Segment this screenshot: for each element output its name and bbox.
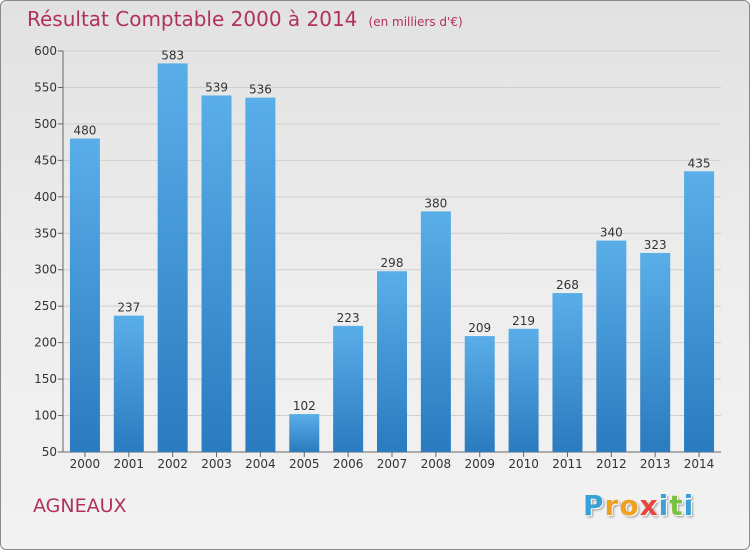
bar [245, 97, 276, 453]
bar [508, 328, 539, 452]
y-tick-label: 150 [34, 372, 57, 386]
bar-value-label: 237 [117, 301, 140, 315]
logo-letter: i [658, 489, 670, 522]
y-tick-label: 450 [34, 153, 57, 167]
x-tick-label: 2010 [508, 457, 539, 471]
x-tick-label: 2004 [245, 457, 276, 471]
x-tick-label: 2012 [596, 457, 627, 471]
place-name: AGNEAUX [33, 495, 127, 517]
bar-value-label: 209 [468, 321, 491, 335]
logo-letter: r [604, 489, 620, 522]
bar-value-label: 323 [644, 238, 667, 252]
bar [289, 414, 320, 452]
y-tick-label: 600 [34, 44, 57, 58]
x-tick-label: 2013 [640, 457, 671, 471]
proxiti-logo: Proxiti [583, 489, 694, 522]
bar [464, 336, 495, 452]
bar-value-label: 583 [161, 48, 184, 62]
bar [377, 271, 407, 452]
bar [596, 240, 627, 452]
logo-letter: o [619, 489, 640, 522]
y-tick-label: 250 [34, 299, 57, 313]
y-tick-label: 400 [34, 190, 57, 204]
bar-value-label: 219 [512, 314, 535, 328]
y-tick-label: 550 [34, 80, 57, 94]
logo-letter: x [639, 489, 659, 522]
bar-value-label: 480 [73, 123, 96, 137]
bar [157, 63, 188, 453]
bar [333, 325, 364, 452]
x-tick-label: 2006 [333, 457, 364, 471]
x-tick-label: 2005 [289, 457, 320, 471]
x-tick-label: 2011 [552, 457, 583, 471]
x-tick-label: 2014 [684, 457, 715, 471]
y-tick-label: 300 [34, 263, 57, 277]
bar-value-label: 102 [293, 399, 316, 413]
bar [640, 252, 671, 452]
x-tick-label: 2001 [114, 457, 145, 471]
bar [684, 171, 715, 453]
bar-value-label: 268 [556, 278, 579, 292]
logo-letter: i [683, 489, 695, 522]
x-tick-label: 2000 [70, 457, 101, 471]
bar [420, 211, 451, 452]
chart-title-main: Résultat Comptable 2000 à 2014 [27, 7, 358, 31]
y-tick-label: 100 [34, 409, 57, 423]
x-tick-label: 2002 [157, 457, 188, 471]
x-tick-label: 2008 [421, 457, 452, 471]
bar [113, 315, 144, 452]
x-tick-label: 2009 [464, 457, 495, 471]
bar [69, 138, 100, 452]
bar-value-label: 298 [381, 256, 404, 270]
y-tick-label: 500 [34, 117, 57, 131]
bar-value-label: 536 [249, 83, 272, 97]
bar-value-label: 340 [600, 226, 623, 240]
chart-title: Résultat Comptable 2000 à 2014 (en milli… [27, 7, 463, 31]
chart-title-units: (en milliers d'€) [368, 15, 463, 29]
logo-letter: t [669, 489, 684, 522]
x-tick-label: 2007 [377, 457, 408, 471]
x-tick-label: 2003 [201, 457, 232, 471]
logo-letter: P [583, 489, 605, 522]
y-tick-label: 200 [34, 336, 57, 350]
bar [201, 95, 232, 452]
y-tick-label: 350 [34, 226, 57, 240]
bar-value-label: 380 [424, 196, 447, 210]
bar-value-label: 223 [337, 311, 360, 325]
bar-value-label: 435 [688, 156, 711, 170]
y-tick-label: 50 [42, 445, 57, 459]
bar-value-label: 539 [205, 80, 228, 94]
bar [552, 293, 583, 452]
